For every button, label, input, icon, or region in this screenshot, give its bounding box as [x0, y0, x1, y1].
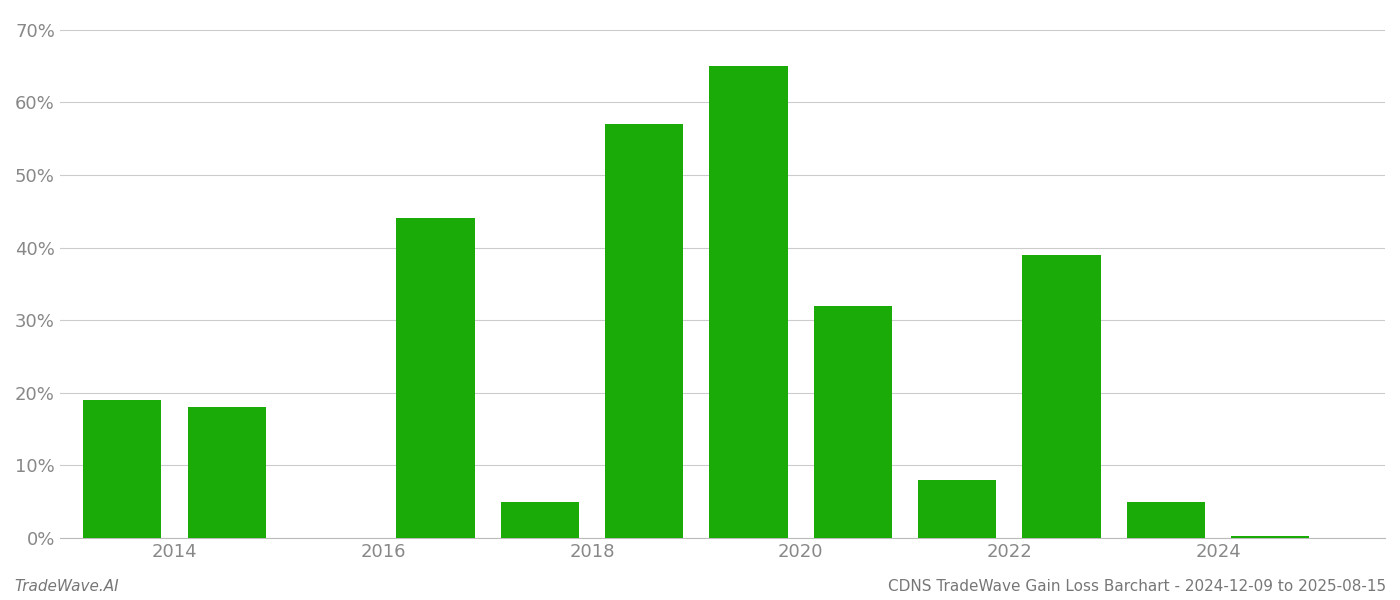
Bar: [813, 305, 892, 538]
Bar: [605, 124, 683, 538]
Bar: [1127, 502, 1205, 538]
Bar: [1231, 536, 1309, 538]
Bar: [710, 66, 788, 538]
Bar: [501, 502, 578, 538]
Bar: [396, 218, 475, 538]
Bar: [1022, 255, 1100, 538]
Bar: [83, 400, 161, 538]
Bar: [918, 480, 997, 538]
Bar: [188, 407, 266, 538]
Text: CDNS TradeWave Gain Loss Barchart - 2024-12-09 to 2025-08-15: CDNS TradeWave Gain Loss Barchart - 2024…: [888, 579, 1386, 594]
Text: TradeWave.AI: TradeWave.AI: [14, 579, 119, 594]
